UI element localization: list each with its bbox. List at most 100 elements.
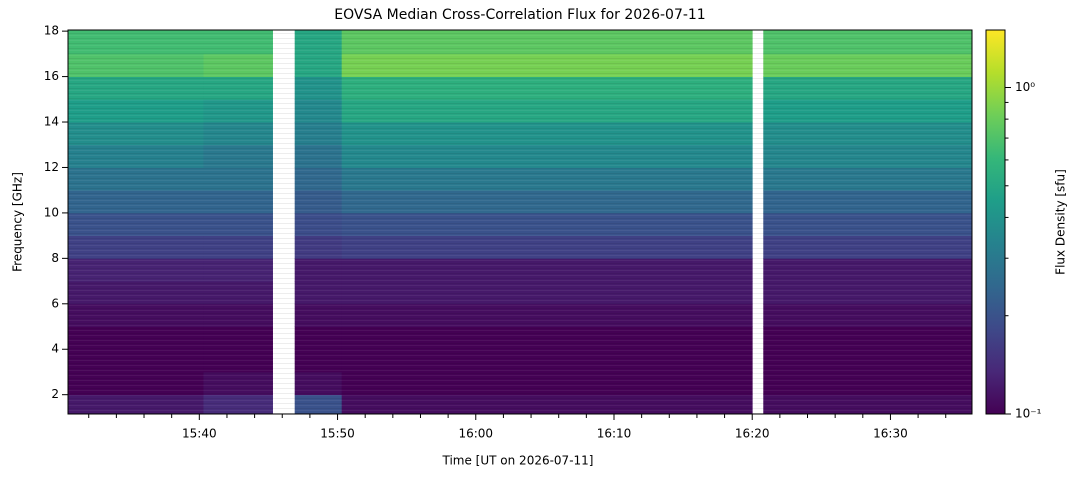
heatmap-cell <box>203 235 273 259</box>
y-axis-label: Frequency [GHz] <box>11 172 25 272</box>
heatmap-cell <box>68 99 204 123</box>
heatmap-cell <box>294 53 343 77</box>
heatmap-cell <box>763 76 973 100</box>
heatmap-cell <box>341 349 753 373</box>
heatmap-cell <box>203 122 273 146</box>
heatmap-cell <box>203 30 273 55</box>
plot-frame <box>67 29 973 415</box>
heatmap-cell <box>68 281 204 305</box>
heatmap-cell <box>68 190 204 214</box>
heatmap-cell <box>203 349 273 373</box>
chart-title: EOVSA Median Cross-Correlation Flux for … <box>334 7 705 23</box>
x-tick-label: 15:50 <box>320 427 355 441</box>
heatmap-cell <box>294 76 343 100</box>
heatmap-cell <box>341 394 753 415</box>
heatmap-cell <box>68 30 204 55</box>
heatmap-cell <box>341 30 753 55</box>
colorbar-tick-label: 10⁰ <box>1015 80 1035 94</box>
heatmap-cell <box>341 99 753 123</box>
heatmap-cell <box>763 167 973 191</box>
heatmap-cell <box>763 371 973 396</box>
heatmap-cell <box>341 167 753 191</box>
heatmap-cell <box>294 303 343 327</box>
heatmap-cell <box>203 212 273 237</box>
heatmap-cell <box>68 122 204 146</box>
heatmap-cell <box>203 167 273 191</box>
heatmap-cell <box>341 371 753 396</box>
heatmap-cell <box>294 212 343 237</box>
heatmap-cell <box>763 30 973 55</box>
heatmap-cell <box>763 281 973 305</box>
y-tick-label: 6 <box>51 296 59 310</box>
heatmap-cell <box>341 122 753 146</box>
heatmap-cell <box>203 394 273 415</box>
heatmap-cell <box>294 371 343 396</box>
heatmap-cell <box>763 235 973 259</box>
x-axis-label: Time [UT on 2026-07-11] <box>442 454 594 468</box>
heatmap-cell <box>203 53 273 77</box>
heatmap-cell <box>341 303 753 327</box>
heatmap-cell <box>341 212 753 237</box>
colorbar <box>985 29 1006 415</box>
heatmap-cell <box>341 326 753 350</box>
heatmap-cell <box>68 371 204 396</box>
heatmap-cell <box>763 349 973 373</box>
heatmap-cell <box>294 167 343 191</box>
heatmap-cell <box>294 349 343 373</box>
heatmap-cell <box>294 144 343 168</box>
heatmap-cell <box>68 349 204 373</box>
heatmap-cell <box>68 212 204 237</box>
heatmap-cell <box>68 76 204 100</box>
colorbar-label: Flux Density [sfu] <box>1054 169 1068 275</box>
heatmap-cell <box>203 326 273 350</box>
heatmap-cell <box>341 53 753 77</box>
heatmap-cell <box>763 122 973 146</box>
heatmap-cell <box>203 190 273 214</box>
heatmap-cell <box>341 258 753 282</box>
heatmap-cell <box>294 326 343 350</box>
heatmap-cell <box>763 99 973 123</box>
heatmap-cell <box>341 144 753 168</box>
heatmap-cell <box>68 258 204 282</box>
heatmap-cell <box>763 190 973 214</box>
heatmap-cell <box>763 212 973 237</box>
heatmap-cell <box>763 258 973 282</box>
x-tick-label: 16:30 <box>873 427 908 441</box>
y-tick-label: 16 <box>44 69 59 83</box>
heatmap-cell <box>203 303 273 327</box>
heatmap-cell <box>203 144 273 168</box>
colorbar-tick-label: 10⁻¹ <box>1015 407 1042 421</box>
heatmap-cell <box>68 303 204 327</box>
y-tick-label: 2 <box>51 387 59 401</box>
heatmap-cell <box>68 394 204 415</box>
heatmap-cell <box>68 53 204 77</box>
heatmap-cell <box>341 235 753 259</box>
y-tick-label: 4 <box>51 342 59 356</box>
heatmap-cell <box>68 326 204 350</box>
y-tick-label: 12 <box>44 160 59 174</box>
heatmap-cell <box>294 190 343 214</box>
x-tick-label: 16:10 <box>597 427 632 441</box>
heatmap-cell <box>294 30 343 55</box>
heatmap <box>68 30 973 415</box>
heatmap-cell <box>294 122 343 146</box>
heatmap-cell <box>68 235 204 259</box>
heatmap-cell <box>763 144 973 168</box>
heatmap-cell <box>203 76 273 100</box>
heatmap-cell <box>763 303 973 327</box>
heatmap-cell <box>294 394 343 415</box>
heatmap-cell <box>341 190 753 214</box>
heatmap-cell <box>203 258 273 282</box>
y-tick-label: 8 <box>51 251 59 265</box>
heatmap-cell <box>341 76 753 100</box>
heatmap-cell <box>294 235 343 259</box>
heatmap-cell <box>203 281 273 305</box>
heatmap-cell <box>763 53 973 77</box>
heatmap-cell <box>68 144 204 168</box>
heatmap-cell <box>341 281 753 305</box>
y-tick-label: 10 <box>44 205 59 219</box>
heatmap-cell <box>68 167 204 191</box>
y-tick-label: 14 <box>44 115 59 129</box>
heatmap-cell <box>763 394 973 415</box>
